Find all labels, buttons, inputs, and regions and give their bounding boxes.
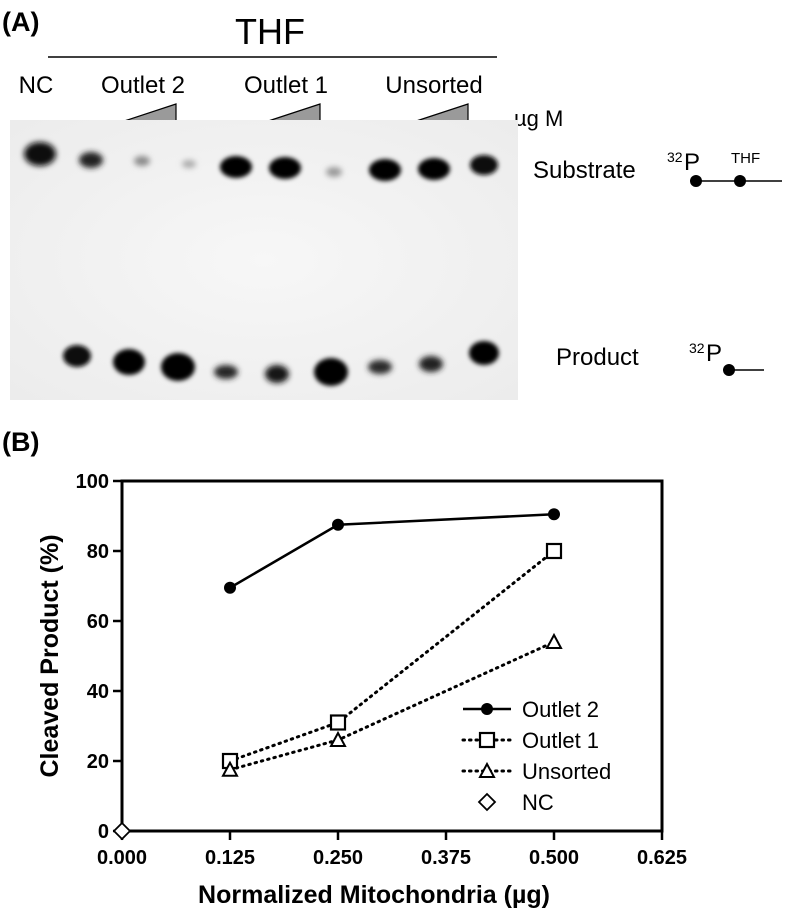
band-substrate-outlet2-1	[79, 152, 103, 168]
band-substrate-nc	[24, 142, 56, 166]
x-axis-title: Normalized Mitochondria (µg)	[198, 881, 550, 909]
band-product-outlet2-1	[63, 345, 91, 367]
legend-marker-unsorted	[478, 761, 496, 778]
band-substrate-outlet1-2	[269, 157, 301, 179]
band-product-outlet1-3	[314, 358, 348, 386]
group-label-outlet-1: Outlet 1	[244, 72, 328, 99]
band-product-outlet1-2	[265, 365, 289, 383]
data-point-unsorted	[545, 632, 563, 649]
band-substrate-unsorted-1	[369, 159, 401, 181]
data-point-outlet-2	[224, 581, 236, 594]
band-substrate-outlet2-2	[134, 156, 150, 166]
lane-label-nc: NC	[19, 72, 54, 99]
group-label-outlet-2: Outlet 2	[101, 72, 185, 99]
y-tick-label: 60	[87, 611, 109, 633]
legend-marker-nc	[477, 792, 497, 812]
x-tick-label: 0.625	[637, 847, 687, 869]
legend-label-unsorted: Unsorted	[522, 759, 611, 784]
series-markers	[112, 508, 563, 841]
panel-a: (A) THF NC Outlet 2 Outlet 1 Unsorted µg…	[2, 7, 782, 400]
data-point-outlet-2	[548, 508, 560, 521]
data-point-unsorted	[221, 760, 239, 777]
band-product-unsorted-1	[368, 360, 392, 374]
y-tick-label: 20	[87, 751, 109, 773]
band-product-unsorted-3	[469, 341, 499, 365]
legend-marker-outlet-2	[481, 703, 493, 715]
y-tick-label: 40	[87, 681, 109, 703]
band-product-outlet1-1	[214, 365, 238, 379]
treatment-label: THF	[235, 11, 305, 52]
product-label: Product	[556, 344, 639, 371]
thf-site-label: THF	[731, 150, 760, 167]
data-point-outlet-2	[332, 518, 344, 531]
axes: 0.000 0.125 0.250 0.375 0.500 0.625 0 20 40 60 80 1…	[76, 471, 687, 869]
plot-frame	[120, 479, 664, 833]
group-label-unsorted: Unsorted	[385, 72, 482, 99]
y-tick-label: 100	[76, 471, 109, 493]
y-tick-label: 80	[87, 541, 109, 563]
x-tick-label: 0.250	[313, 847, 363, 869]
band-product-unsorted-2	[419, 356, 443, 372]
series-line-unsorted	[228, 640, 556, 772]
x-tick-label: 0.375	[421, 847, 471, 869]
data-point-unsorted	[329, 730, 347, 747]
band-substrate-outlet1-3	[326, 167, 342, 177]
panel-b: (B) Normalized Mitochondria (µg) Cleaved…	[2, 427, 687, 909]
substrate-isotope: P	[684, 149, 700, 176]
cleaved-product-chart: Normalized Mitochondria (µg) Cleaved Pro…	[36, 471, 687, 909]
legend-label-nc: NC	[522, 790, 554, 815]
product-32p-dot	[723, 364, 735, 376]
substrate-32p-dot	[690, 175, 702, 187]
y-tick-label: 0	[98, 821, 109, 843]
band-product-outlet2-2	[113, 349, 145, 375]
series-line-outlet-2	[229, 513, 555, 589]
data-point-outlet-1	[545, 542, 563, 560]
panel-b-label: (B)	[2, 427, 39, 457]
band-substrate-unsorted-2	[418, 158, 450, 180]
panel-a-label: (A)	[2, 7, 39, 37]
band-substrate-outlet2-3	[182, 160, 196, 168]
data-point-nc	[112, 821, 132, 841]
band-product-outlet2-3	[161, 353, 195, 381]
product-isotope: P	[706, 340, 722, 367]
substrate-label: Substrate	[533, 157, 636, 184]
y-axis-title: Cleaved Product (%)	[36, 534, 64, 777]
dose-label: µg M	[514, 106, 563, 131]
legend: Outlet 2 Outlet 1 Unsorted NC	[461, 697, 611, 815]
band-substrate-outlet1-1	[220, 156, 252, 178]
substrate-thf-dot	[734, 175, 746, 187]
legend-marker-outlet-1	[478, 731, 496, 749]
x-tick-label: 0.500	[529, 847, 579, 869]
x-tick-label: 0.125	[205, 847, 255, 869]
x-tick-label: 0.000	[97, 847, 147, 869]
gel-bands	[24, 142, 499, 386]
legend-label-outlet-1: Outlet 1	[522, 728, 599, 753]
substrate-isotope-sup: 32	[667, 149, 683, 165]
legend-label-outlet-2: Outlet 2	[522, 697, 599, 722]
band-substrate-unsorted-3	[470, 155, 498, 175]
series-lines	[228, 513, 556, 772]
data-point-outlet-1	[329, 714, 347, 731]
product-isotope-sup: 32	[689, 340, 705, 356]
series-line-outlet-1	[228, 549, 556, 763]
